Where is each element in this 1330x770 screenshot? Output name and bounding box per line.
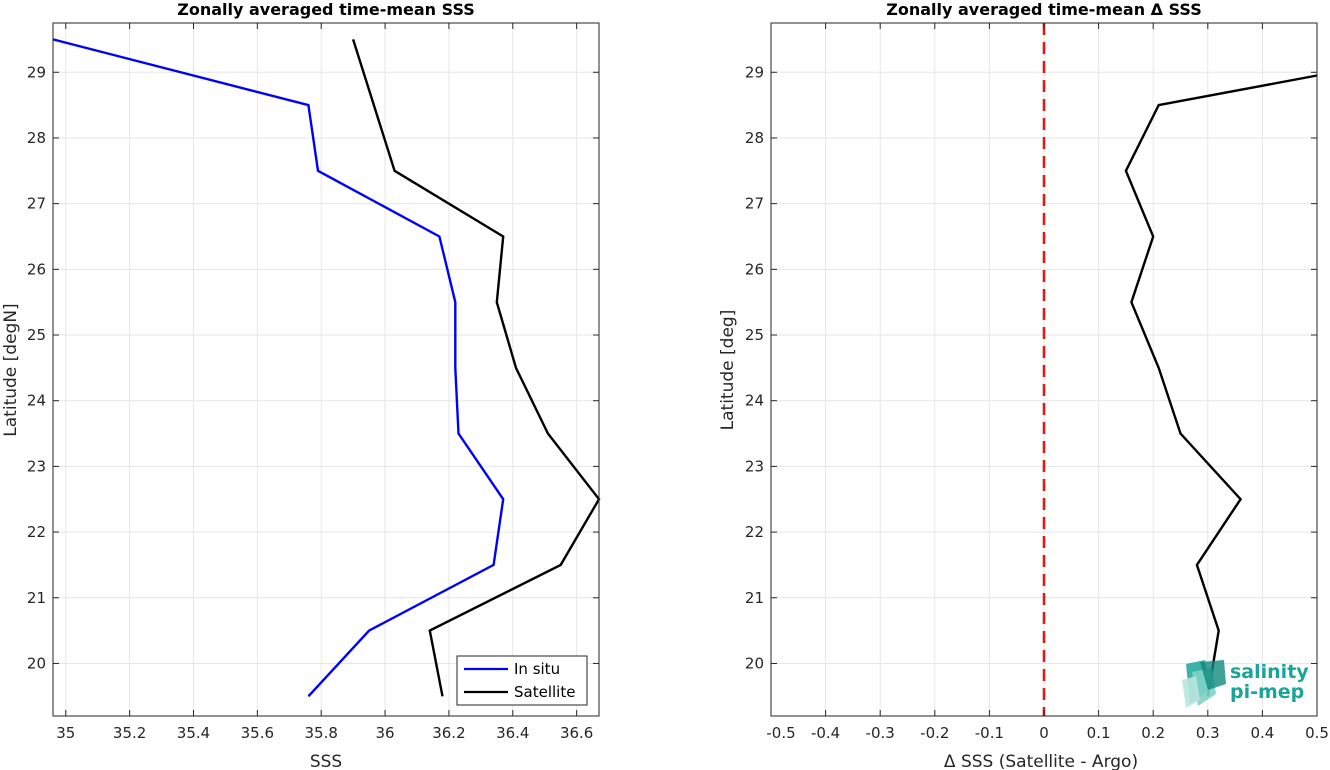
y-axis-ticks: 20 21 22 23 24 25 26 27 28 29	[745, 63, 1317, 672]
logo-text-pi-mep: pi-mep	[1230, 681, 1304, 703]
x-tick-label: 0.3	[1196, 724, 1220, 742]
y-tick-label: 22	[27, 523, 46, 541]
x-tick-label: 35.4	[177, 724, 210, 742]
x-tick-label: 0.4	[1250, 724, 1274, 742]
chart-title: Zonally averaged time-mean Δ SSS	[886, 0, 1202, 19]
chart-title: Zonally averaged time-mean SSS	[177, 0, 475, 19]
y-tick-label: 23	[27, 457, 46, 475]
x-tick-label: -0.2	[920, 724, 949, 742]
x-tick-label: -0.4	[811, 724, 840, 742]
salinity-pi-mep-logo: salinity pi-mep	[1182, 660, 1309, 708]
x-axis-ticks: 35 35.2 35.4 35.6 35.8 36 36.2 36.4 36.6	[56, 23, 593, 742]
x-tick-label: 0.5	[1305, 724, 1329, 742]
y-tick-label: 29	[745, 63, 764, 81]
x-tick-label: 36.6	[560, 724, 593, 742]
y-tick-label: 23	[745, 457, 764, 475]
plot-frame	[52, 22, 600, 717]
x-axis-label: SSS	[310, 752, 342, 770]
y-tick-label: 24	[745, 392, 764, 410]
y-tick-label: 26	[745, 260, 764, 278]
x-tick-label: 35.8	[305, 724, 338, 742]
x-tick-label: 0.1	[1087, 724, 1111, 742]
y-tick-label: 21	[745, 589, 764, 607]
legend-label-satellite: Satellite	[514, 683, 575, 701]
x-tick-label: 0.2	[1141, 724, 1165, 742]
x-tick-label: -0.1	[975, 724, 1004, 742]
legend: In situ Satellite	[456, 655, 588, 706]
series-line-in-situ	[52, 38, 505, 698]
x-axis-label: Δ SSS (Satellite - Argo)	[944, 752, 1138, 770]
series-layer	[52, 38, 601, 698]
y-tick-label: 26	[27, 260, 46, 278]
y-tick-label: 28	[745, 129, 764, 147]
y-tick-label: 25	[27, 326, 46, 344]
logo-text-salinity: salinity	[1230, 661, 1309, 683]
logo-mark-icon	[1182, 660, 1226, 708]
x-tick-label: 35	[56, 724, 75, 742]
series-line-delta-sss	[1124, 74, 1318, 697]
y-axis-ticks: 20 21 22 23 24 25 26 27 28 29	[27, 63, 599, 672]
x-axis-ticks: -0.5 -0.4 -0.3 -0.2 -0.1 0 0.1 0.2 0.3 0.4 0.5	[766, 23, 1329, 742]
y-axis-label: Latitude [degN]	[1, 303, 21, 436]
x-tick-label: 35.2	[113, 724, 146, 742]
legend-label-in-situ: In situ	[514, 660, 560, 678]
x-tick-label: -0.5	[766, 724, 795, 742]
sss-panel: Zonally averaged time-mean SSS 35 35.2 35.…	[1, 0, 601, 770]
x-tick-label: 0	[1039, 724, 1049, 742]
x-tick-label: 36.4	[496, 724, 529, 742]
series-line-satellite	[351, 39, 601, 697]
x-tick-label: 36.2	[432, 724, 465, 742]
y-tick-label: 29	[27, 63, 46, 81]
delta-sss-panel: Zonally averaged time-mean Δ SSS -0.5 -0.…	[718, 0, 1329, 770]
x-tick-label: 35.6	[241, 724, 274, 742]
y-tick-label: 25	[745, 326, 764, 344]
y-tick-label: 28	[27, 129, 46, 147]
legend-box	[456, 655, 588, 706]
y-tick-label: 21	[27, 589, 46, 607]
y-tick-label: 22	[745, 523, 764, 541]
y-tick-label: 27	[745, 195, 764, 213]
x-tick-label: 36	[376, 724, 395, 742]
y-tick-label: 20	[745, 654, 764, 672]
y-tick-label: 24	[27, 392, 46, 410]
x-tick-label: -0.3	[866, 724, 895, 742]
series-layer	[1124, 74, 1318, 697]
y-tick-label: 27	[27, 195, 46, 213]
y-tick-label: 20	[27, 654, 46, 672]
y-axis-label: Latitude [deg]	[718, 310, 738, 431]
